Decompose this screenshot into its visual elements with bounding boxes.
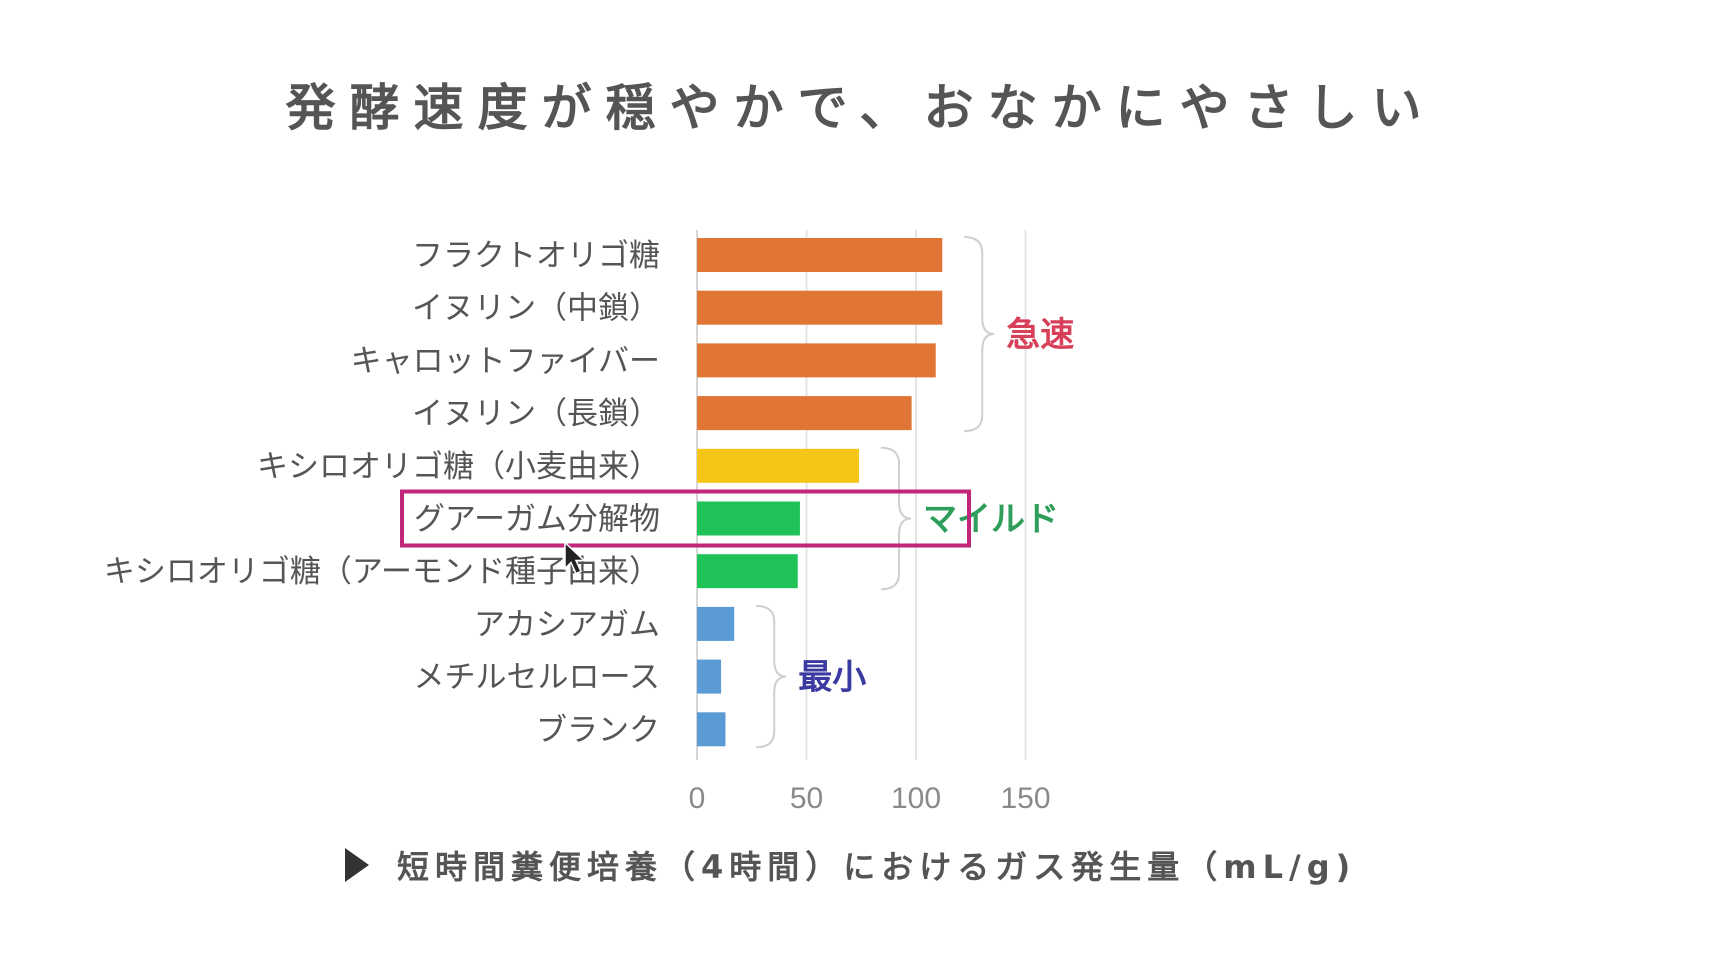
bar <box>697 448 860 483</box>
highlight-layer <box>400 489 971 575</box>
page-title: 発酵速度が穏やかで、おなかにやさしい <box>285 79 1436 137</box>
bar <box>697 343 936 378</box>
bars <box>697 238 943 747</box>
bar <box>697 290 943 325</box>
group-bracket <box>756 604 787 749</box>
bar <box>697 554 798 589</box>
bar <box>697 396 912 431</box>
group-label: 急速 <box>1006 315 1074 355</box>
x-tick-label: 100 <box>891 782 941 815</box>
x-tick-label: 150 <box>1000 782 1050 815</box>
category-label: キシロオリゴ糖（小麦由来） <box>257 449 660 485</box>
bar <box>697 501 800 536</box>
group-label: 最小 <box>798 658 866 698</box>
group-label: マイルド <box>923 500 1059 540</box>
category-label: イヌリン（長鎖） <box>412 396 660 432</box>
bar <box>697 606 735 641</box>
category-label: フラクトオリゴ糖 <box>412 238 660 274</box>
cursor-icon <box>564 540 586 575</box>
x-tick-label: 0 <box>689 782 706 815</box>
x-tick-labels: 0 50 100 150 <box>689 782 1051 815</box>
bar <box>697 712 726 747</box>
category-label: グアーガム分解物 <box>414 502 660 538</box>
category-label: キャロットファイバー <box>351 343 660 379</box>
highlight-box <box>400 489 971 548</box>
category-label: アカシアガム <box>474 607 660 643</box>
group-bracket <box>881 446 912 591</box>
group-bracket <box>964 236 995 433</box>
category-label: メチルセルロース <box>414 660 660 696</box>
bar <box>697 659 722 694</box>
chart-caption: 短時間糞便培養（4時間）におけるガス発生量（mL/g) <box>345 840 1356 890</box>
category-label: ブランク <box>536 712 660 748</box>
x-tick-label: 50 <box>790 782 823 815</box>
play-icon <box>345 848 369 882</box>
caption-text: 短時間糞便培養（4時間）におけるガス発生量（mL/g) <box>397 848 1357 886</box>
category-label: イヌリン（中鎖） <box>412 291 660 327</box>
bar <box>697 238 943 272</box>
